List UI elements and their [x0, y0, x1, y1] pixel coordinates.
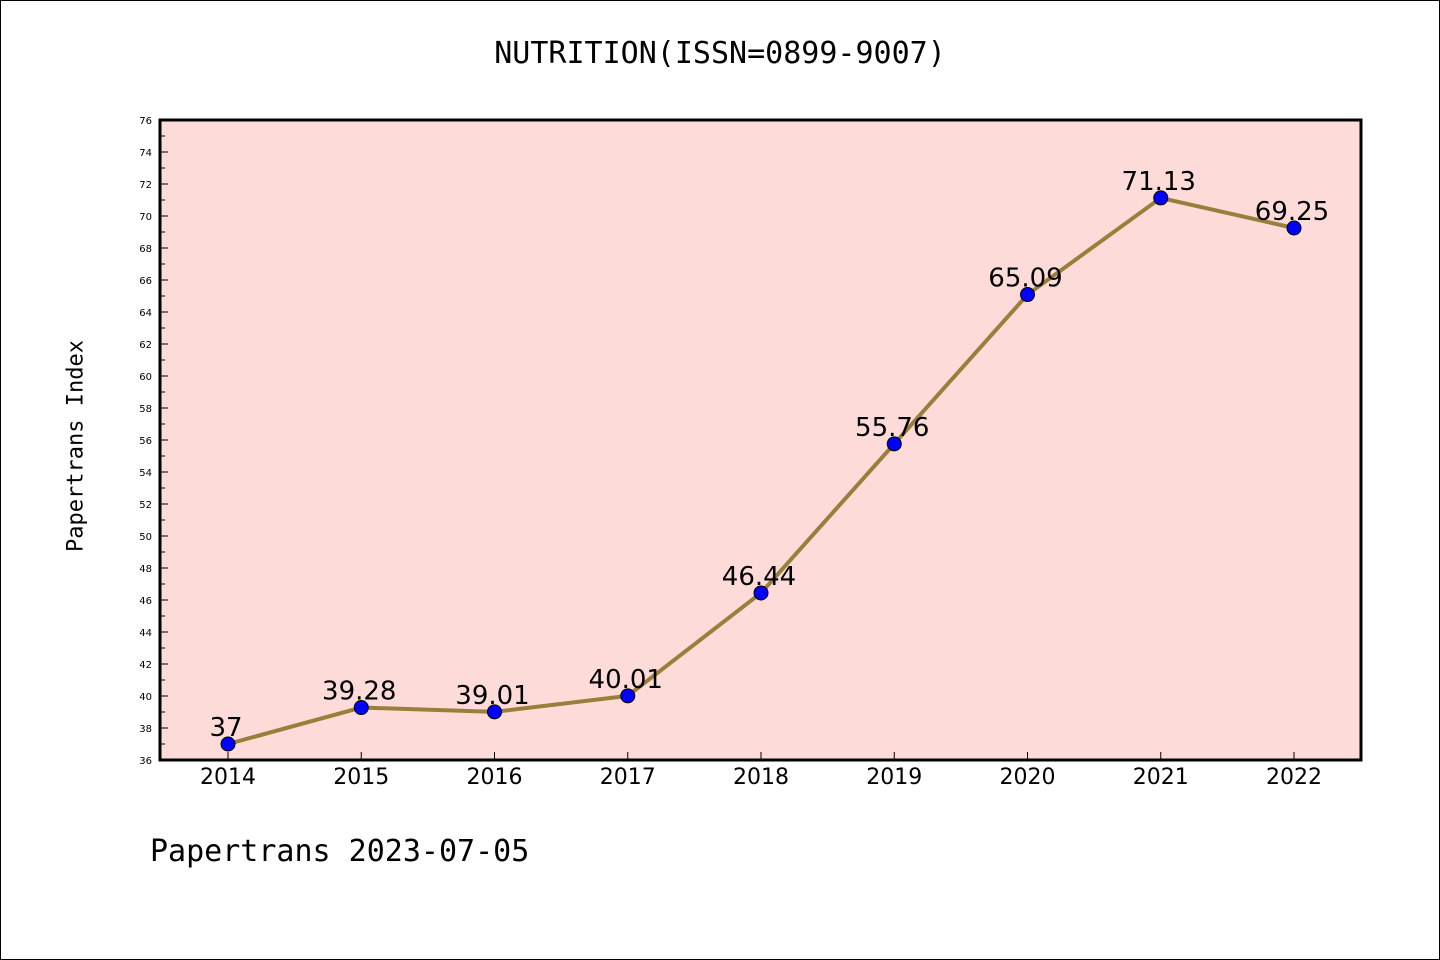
- data-point: [620, 688, 636, 704]
- y-tick-label: 68: [139, 244, 152, 255]
- y-tick-label: 38: [139, 724, 152, 735]
- data-point: [1020, 287, 1035, 303]
- y-tick-label: 60: [139, 372, 152, 383]
- x-tick-label: 2017: [600, 765, 656, 790]
- x-tick-label: 2014: [200, 765, 256, 790]
- footer-text: Papertrans 2023-07-05: [150, 834, 530, 869]
- y-tick-label: 66: [139, 276, 152, 287]
- data-point: [220, 736, 236, 752]
- y-tick-label: 76: [139, 116, 152, 127]
- y-tick-label: 74: [139, 148, 152, 159]
- y-tick-label: 44: [139, 628, 152, 639]
- data-point: [886, 436, 902, 452]
- y-tick-label: 70: [139, 212, 152, 223]
- y-tick-label: 48: [139, 564, 152, 575]
- data-point: [1153, 190, 1169, 206]
- y-tick-label: 62: [139, 340, 152, 351]
- x-axis: 2014 2015 2016 2017 2018 2019 2020 2021 2022: [200, 752, 1322, 790]
- x-tick-label: 2016: [467, 765, 523, 790]
- x-tick-label: 2019: [866, 765, 922, 790]
- chart-title: NUTRITION(ISSN=0899-9007): [494, 36, 946, 71]
- y-tick-label: 42: [139, 660, 152, 671]
- data-point: [353, 700, 369, 716]
- y-tick-label: 72: [139, 180, 152, 191]
- y-tick-label: 50: [139, 532, 152, 543]
- x-tick-label: 2022: [1266, 765, 1322, 790]
- y-tick-label: 46: [139, 596, 152, 607]
- x-tick-label: 2020: [1000, 765, 1056, 790]
- y-tick-label: 52: [139, 500, 152, 511]
- data-point: [753, 585, 769, 601]
- x-tick-label: 2021: [1133, 765, 1189, 790]
- x-tick-label: 2018: [733, 765, 789, 790]
- data-point: [487, 704, 502, 720]
- plot-area: [160, 120, 1361, 760]
- y-tick-label: 40: [139, 692, 152, 703]
- data-point: [1286, 220, 1302, 236]
- y-tick-label: 36: [139, 756, 152, 767]
- y-tick-label: 56: [139, 436, 152, 447]
- y-tick-label: 58: [139, 404, 152, 415]
- x-tick-label: 2015: [333, 765, 389, 790]
- y-tick-label: 54: [139, 468, 152, 479]
- y-tick-label: 64: [139, 308, 152, 319]
- plot-border: [158, 118, 1363, 762]
